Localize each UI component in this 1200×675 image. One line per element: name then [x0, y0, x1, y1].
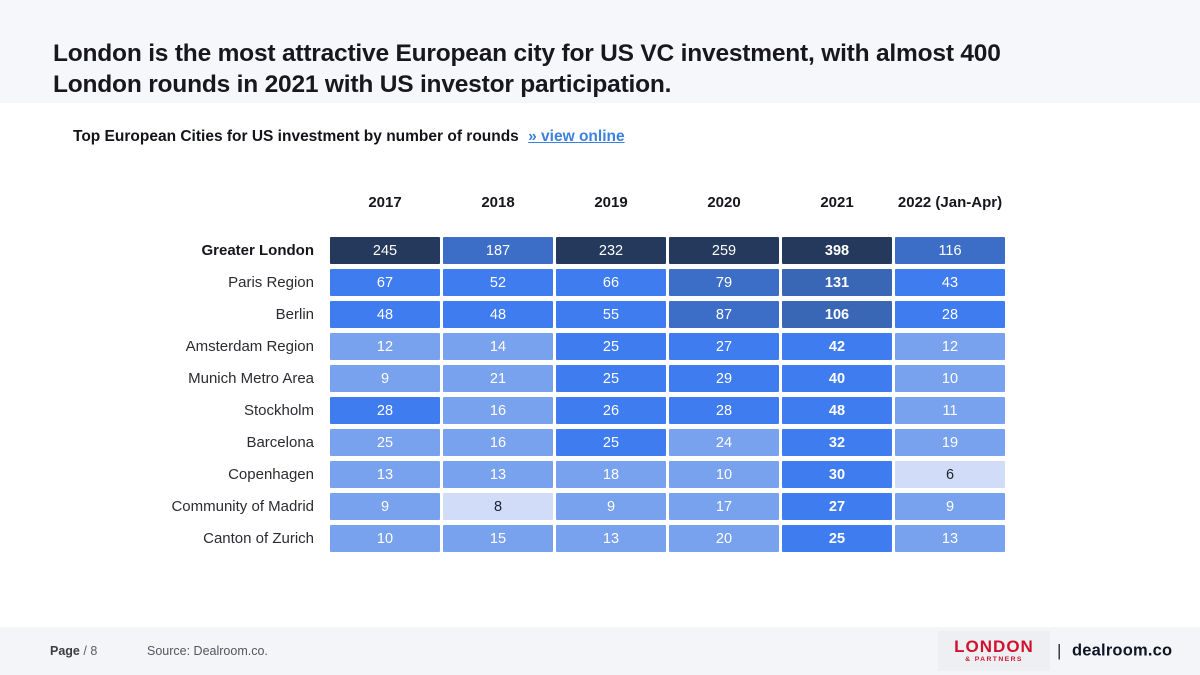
row-label: Berlin: [275, 306, 314, 323]
heatmap-cell: 12: [330, 333, 440, 360]
heatmap-cell: 87: [669, 301, 779, 328]
heatmap-cell: 25: [330, 429, 440, 456]
row-label: Paris Region: [228, 274, 314, 291]
heatmap-cell: 48: [782, 397, 892, 424]
heatmap-cell: 25: [556, 429, 666, 456]
row-label: Canton of Zurich: [203, 530, 314, 547]
footer: Page / 8 Source: Dealroom.co. LONDON & P…: [0, 627, 1200, 675]
row-label: Amsterdam Region: [185, 338, 314, 355]
heatmap-grid: Greater London 245 187 232 259 398 116 Paris Re…: [137, 237, 1005, 552]
london-partners-logo-secondary: & PARTNERS: [965, 656, 1023, 663]
heatmap-cell: 25: [782, 525, 892, 552]
column-header: 2022 (Jan-Apr): [897, 194, 1003, 211]
heatmap-cell: 14: [443, 333, 553, 360]
heatmap-cell: 187: [443, 237, 553, 264]
heatmap-cell: 10: [669, 461, 779, 488]
london-partners-logo-primary: LONDON: [954, 637, 1034, 656]
heatmap-cell: 66: [556, 269, 666, 296]
heatmap-cell: 25: [556, 333, 666, 360]
heatmap-cell: 67: [330, 269, 440, 296]
slide-title: London is the most attractive European c…: [53, 38, 1153, 100]
row-label: Community of Madrid: [171, 498, 314, 515]
heatmap-cell: 55: [556, 301, 666, 328]
view-online-link[interactable]: » view online: [528, 128, 625, 145]
heatmap-cell: 106: [782, 301, 892, 328]
heatmap-cell: 26: [556, 397, 666, 424]
heatmap-cell: 28: [895, 301, 1005, 328]
heatmap-cell: 8: [443, 493, 553, 520]
table-title-text: Top European Cities for US investment by…: [73, 128, 519, 145]
heatmap-cell: 32: [782, 429, 892, 456]
heatmap-cell: 245: [330, 237, 440, 264]
table-title: Top European Cities for US investment by…: [73, 128, 625, 146]
page-number: / 8: [83, 644, 98, 658]
heatmap-cell: 20: [669, 525, 779, 552]
row-label: Stockholm: [243, 402, 314, 419]
title-band: London is the most attractive European c…: [0, 0, 1200, 103]
heatmap-cell: 13: [330, 461, 440, 488]
year-header-row: 2017 2018 2019 2020 2021 2022 (Jan-Apr): [137, 194, 1005, 212]
page-indicator: Page / 8: [50, 644, 97, 658]
heatmap-cell: 19: [895, 429, 1005, 456]
heatmap-cell: 11: [895, 397, 1005, 424]
heatmap-cell: 9: [895, 493, 1005, 520]
heatmap-cell: 28: [330, 397, 440, 424]
slide-title-line1: London is the most attractive European c…: [53, 40, 1001, 67]
heatmap-cell: 24: [669, 429, 779, 456]
heatmap-cell: 43: [895, 269, 1005, 296]
column-header: 2017: [368, 194, 402, 211]
heatmap-cell: 42: [782, 333, 892, 360]
heatmap-cell: 259: [669, 237, 779, 264]
heatmap-cell: 48: [443, 301, 553, 328]
heatmap-cell: 12: [895, 333, 1005, 360]
heatmap-cell: 21: [443, 365, 553, 392]
heatmap-cell: 10: [895, 365, 1005, 392]
heatmap-cell: 13: [443, 461, 553, 488]
heatmap-cell: 9: [330, 365, 440, 392]
heatmap-cell: 30: [782, 461, 892, 488]
row-label: Copenhagen: [228, 466, 314, 483]
heatmap-cell: 13: [556, 525, 666, 552]
page-label: Page: [50, 644, 80, 658]
heatmap-cell: 13: [895, 525, 1005, 552]
column-header: 2021: [820, 194, 854, 211]
heatmap-cell: 16: [443, 397, 553, 424]
heatmap-cell: 29: [669, 365, 779, 392]
year-header-spacer: [137, 194, 327, 212]
row-label: Greater London: [201, 242, 314, 259]
heatmap-cell: 25: [556, 365, 666, 392]
heatmap-cell: 16: [443, 429, 553, 456]
column-header: 2019: [594, 194, 628, 211]
heatmap-cell: 116: [895, 237, 1005, 264]
heatmap-cell: 79: [669, 269, 779, 296]
heatmap-cell: 398: [782, 237, 892, 264]
heatmap-cell: 9: [556, 493, 666, 520]
source-note: Source: Dealroom.co.: [147, 644, 268, 658]
heatmap-cell: 27: [669, 333, 779, 360]
heatmap-cell: 27: [782, 493, 892, 520]
heatmap-cell: 9: [330, 493, 440, 520]
footer-separator: |: [1057, 641, 1062, 660]
column-header: 2018: [481, 194, 515, 211]
heatmap-cell: 17: [669, 493, 779, 520]
row-label: Barcelona: [246, 434, 314, 451]
heatmap-cell: 18: [556, 461, 666, 488]
dealroom-logo: dealroom.co: [1072, 641, 1173, 660]
heatmap-cell: 6: [895, 461, 1005, 488]
london-partners-logo: LONDON & PARTNERS: [938, 631, 1050, 671]
slide-title-line2: London rounds in 2021 with US investor p…: [53, 71, 672, 98]
heatmap-cell: 10: [330, 525, 440, 552]
heatmap-cell: 15: [443, 525, 553, 552]
heatmap-cell: 52: [443, 269, 553, 296]
heatmap-cell: 131: [782, 269, 892, 296]
heatmap-cell: 28: [669, 397, 779, 424]
column-header: 2020: [707, 194, 741, 211]
heatmap-cell: 232: [556, 237, 666, 264]
heatmap-cell: 48: [330, 301, 440, 328]
row-label: Munich Metro Area: [188, 370, 314, 387]
heatmap-cell: 40: [782, 365, 892, 392]
